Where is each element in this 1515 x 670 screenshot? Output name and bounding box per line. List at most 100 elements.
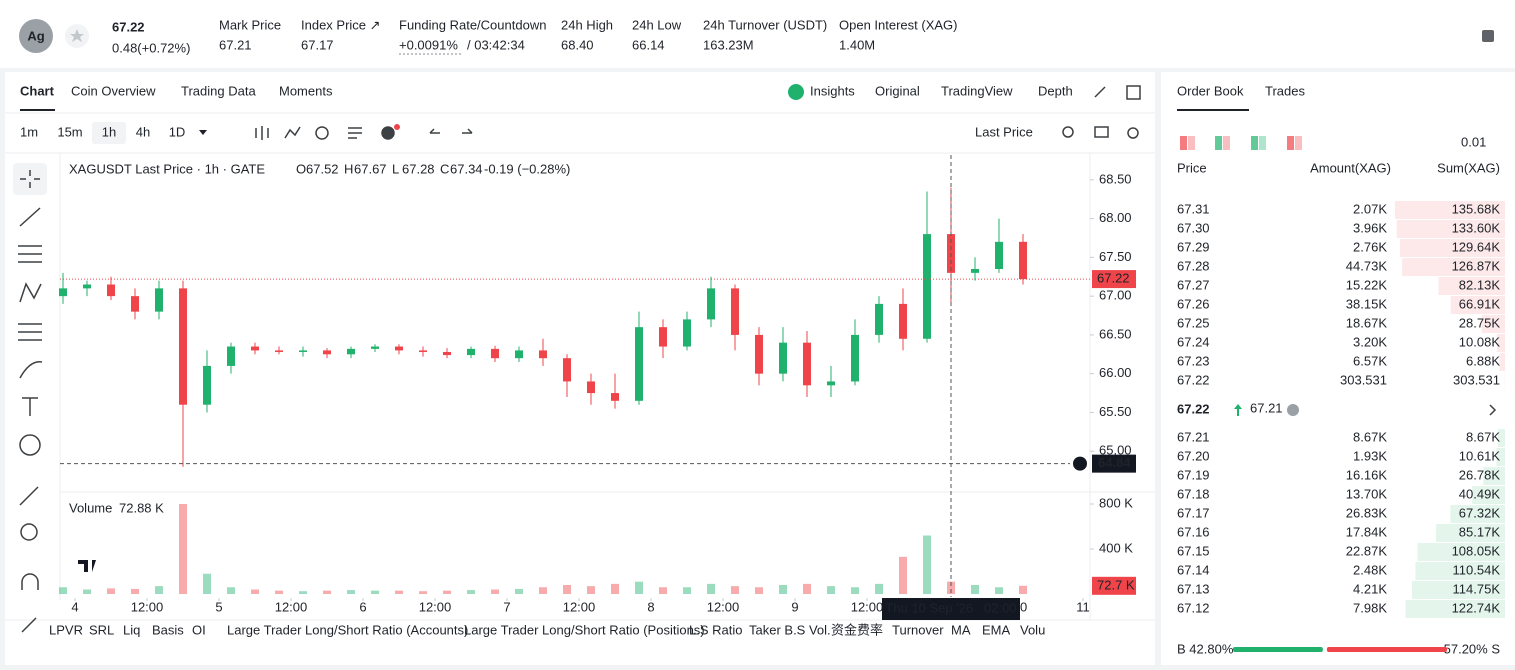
panel-tab[interactable]: Chart [20, 83, 55, 98]
volume-bar [155, 586, 163, 594]
active-interval [92, 122, 126, 144]
panel-tab[interactable]: Coin Overview [71, 83, 156, 98]
depth-bar [1497, 429, 1505, 447]
buy-ratio: B 42.80% [1177, 641, 1234, 656]
book-price: 67.23 [1177, 353, 1210, 368]
x-tick-label: 7 [503, 599, 510, 614]
y-tick-label: 67.50 [1099, 249, 1132, 264]
interval[interactable]: 1D [169, 124, 186, 139]
last-price-label: 67.22 [1097, 271, 1130, 286]
volume-bar [899, 556, 907, 594]
candle-body [251, 346, 259, 351]
volume-bar [467, 590, 475, 594]
view-tab[interactable]: TradingView [941, 83, 1013, 98]
indicator[interactable]: EMA [982, 622, 1011, 637]
candle-body [1019, 241, 1027, 280]
book-price: 67.25 [1177, 315, 1210, 330]
book-price: 67.20 [1177, 448, 1210, 463]
book-sum: 135.68K [1452, 201, 1501, 216]
panel-tab[interactable]: Moments [279, 83, 333, 98]
book-sum: 110.54K [1453, 562, 1501, 577]
book-amount: 1.93K [1353, 448, 1387, 463]
book-tab[interactable]: Trades [1265, 83, 1305, 98]
panel-tab[interactable]: Trading Data [181, 83, 256, 98]
volume-bar [59, 587, 67, 594]
book-sum: 40.49K [1459, 486, 1501, 501]
indicator[interactable]: Large Trader Long/Short Ratio (Positions… [464, 622, 705, 637]
book-price: 67.29 [1177, 239, 1210, 254]
candle-body [803, 342, 811, 386]
volume-bar [707, 583, 715, 594]
book-tab[interactable]: Order Book [1177, 83, 1244, 98]
interval[interactable]: 1m [20, 124, 38, 139]
book-view-icon[interactable] [1287, 136, 1294, 150]
book-price: 67.27 [1177, 277, 1210, 292]
stat-value: 1.40M [839, 37, 875, 52]
book-sum: 122.74K [1452, 600, 1501, 615]
interval[interactable]: 1h [102, 124, 116, 139]
price-source[interactable]: Last Price [975, 124, 1033, 139]
book-view-icon[interactable] [1180, 136, 1187, 150]
depth-bar [1481, 315, 1505, 333]
interval[interactable]: 4h [136, 124, 150, 139]
tv-logo-mark [78, 560, 96, 572]
indicator[interactable]: LPVR [49, 622, 83, 637]
stat-label: 24h High [561, 17, 613, 32]
ohlc-letter: C [440, 161, 449, 176]
view-tab[interactable]: Original [875, 83, 920, 98]
view-tab[interactable]: Depth [1038, 83, 1073, 98]
candle-body [995, 241, 1003, 269]
expand-arrow[interactable] [1489, 404, 1497, 416]
book-sum: 26.78K [1459, 467, 1501, 482]
volume-bar [419, 591, 427, 594]
indicator[interactable]: Basis [152, 622, 184, 637]
book-price: 67.28 [1177, 258, 1210, 273]
volume-bar [443, 590, 451, 594]
indicator[interactable]: Volu [1020, 622, 1045, 637]
y-tick-label: 67.00 [1099, 288, 1132, 303]
candle-body [539, 350, 547, 359]
book-price: 67.12 [1177, 600, 1210, 615]
book-view-icon[interactable] [1215, 136, 1222, 150]
indicator[interactable]: MA [951, 622, 971, 637]
view-tab[interactable]: Insights [810, 83, 855, 98]
book-sum: 6.88K [1466, 353, 1500, 368]
interval[interactable]: 15m [57, 124, 82, 139]
volume-bar [803, 583, 811, 594]
book-view-icon[interactable] [1251, 136, 1258, 150]
crosshair-add[interactable] [1073, 456, 1087, 471]
indicator[interactable]: Large Trader Long/Short Ratio (Accounts) [227, 622, 468, 637]
candle-body [155, 288, 163, 312]
x-tick-label: 4 [71, 599, 78, 614]
book-amount: 16.16K [1346, 467, 1388, 482]
indicator[interactable]: OI [192, 622, 206, 637]
volume-last-badge [1092, 576, 1136, 595]
toolbar-icons[interactable] [255, 85, 1141, 140]
volume-bar [179, 504, 187, 594]
candle-body [83, 284, 91, 289]
book-price: 67.24 [1177, 334, 1210, 349]
indicator[interactable]: Taker B.S Vol. [749, 622, 831, 637]
y-tick-label: 65.00 [1099, 443, 1132, 458]
precision[interactable]: 0.01 [1461, 134, 1486, 149]
x-tick-label: 9 [791, 599, 798, 614]
depth-bar [1405, 600, 1505, 618]
indicator[interactable]: 资金费率 [831, 622, 883, 637]
book-sum: 129.64K [1452, 239, 1501, 254]
indicator[interactable]: Liq [123, 622, 140, 637]
ohlc-value: 67.34 [450, 161, 483, 176]
shield-icon [1287, 404, 1299, 416]
volume-bar [515, 588, 523, 594]
drawing-tools[interactable] [18, 170, 43, 633]
column-header: Amount(XAG) [1310, 160, 1391, 175]
menu-icon[interactable] [1482, 30, 1494, 42]
volume-bar [275, 590, 283, 594]
indicator[interactable]: L.S Ratio [689, 622, 742, 637]
indicator[interactable]: SRL [89, 622, 114, 637]
book-amount: 44.73K [1346, 258, 1388, 273]
buy-bar [1233, 647, 1323, 652]
book-amount: 8.67K [1353, 429, 1387, 444]
book-amount: 2.07K [1353, 201, 1387, 216]
indicator[interactable]: Turnover [892, 622, 944, 637]
